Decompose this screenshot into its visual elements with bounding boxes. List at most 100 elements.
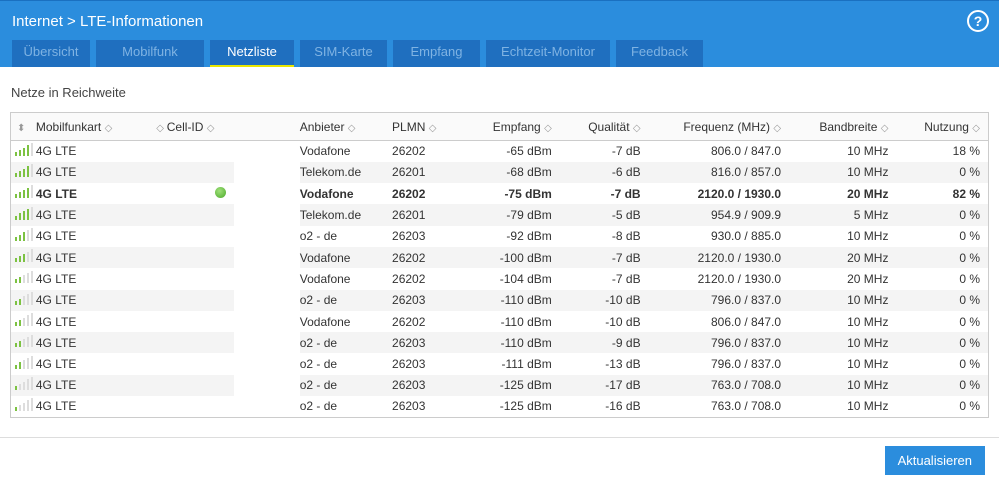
plmn-cell: 26203 (392, 289, 473, 311)
frequency-cell: 2120.0 / 1930.0 (648, 246, 790, 269)
usage-cell: 0 % (896, 204, 989, 226)
column-header-plmn[interactable]: PLMN ◇ (392, 112, 473, 141)
bandwidth-cell: 10 MHz (789, 332, 897, 354)
signal-cell (10, 353, 36, 375)
column-label: Nutzung (924, 119, 969, 134)
signal-cell (10, 204, 36, 226)
table-row[interactable]: 4G LTE Vodafone 26202 -100 dBm -7 dB 2120.0 /… (10, 246, 989, 269)
table-row[interactable]: 4G LTE Vodafone 26202 -110 dBm -10 dB 806.0 /… (10, 310, 989, 333)
sort-icon[interactable]: ⬍ (17, 122, 26, 134)
bandwidth-cell: 20 MHz (789, 246, 897, 269)
column-label: Frequenz (MHz) (683, 119, 770, 134)
cell-id-cell (233, 225, 300, 247)
signal-cell (10, 289, 36, 311)
active-cell (156, 332, 234, 354)
provider-cell: Vodafone (299, 140, 393, 162)
column-label: Anbieter (299, 119, 345, 134)
provider-cell: Telekom.de (299, 161, 393, 184)
provider-cell: o2 - de (299, 353, 393, 375)
signal-strength-icon (15, 164, 33, 177)
table-row[interactable]: 4G LTE Vodafone 26202 -75 dBm -7 dB 2120.0 / … (10, 183, 989, 205)
column-header-bandbreite[interactable]: Bandbreite ◇ (789, 112, 897, 141)
plmn-cell: 26202 (392, 246, 473, 269)
column-header-qualit-t[interactable]: Qualität ◇ (559, 112, 649, 141)
table-row[interactable]: 4G LTE Vodafone 26202 -104 dBm -7 dB 2120.0 /… (10, 268, 989, 290)
frequency-cell: 796.0 / 837.0 (648, 332, 790, 354)
bandwidth-cell: 10 MHz (789, 353, 897, 375)
bandwidth-cell: 20 MHz (789, 183, 897, 205)
tab-mobilfunk[interactable]: Mobilfunk (96, 40, 204, 67)
sort-icon[interactable]: ◇ (347, 122, 356, 134)
type-cell: 4G LTE (35, 246, 157, 269)
frequency-cell: 763.0 / 708.0 (648, 396, 790, 418)
column-header-anbieter[interactable]: Anbieter ◇ (299, 112, 393, 141)
usage-cell: 82 % (896, 183, 989, 205)
column-label: Mobilfunkart (35, 119, 102, 134)
provider-cell: Vodafone (299, 310, 393, 333)
signal-cell (10, 396, 36, 418)
bandwidth-cell: 10 MHz (789, 225, 897, 247)
rx-cell: -75 dBm (472, 183, 560, 205)
quality-cell: -13 dB (559, 353, 649, 375)
active-cell (156, 289, 234, 311)
tab-netzliste[interactable]: Netzliste (210, 40, 294, 67)
tab-echtzeit-monitor[interactable]: Echtzeit-Monitor (486, 40, 610, 67)
column-header-frequenz-mhz-[interactable]: Frequenz (MHz) ◇ (648, 112, 790, 141)
sort-icon[interactable]: ◇ (428, 122, 437, 134)
tab-sim-karte[interactable]: SIM-Karte (300, 40, 387, 67)
column-header-cell-id[interactable]: ◇ Cell-ID ◇ (156, 112, 300, 141)
tab-empfang[interactable]: Empfang (393, 40, 480, 67)
table-row[interactable]: 4G LTE o2 - de 26203 -125 dBm -16 dB 763.0 / … (10, 396, 989, 418)
quality-cell: -10 dB (559, 289, 649, 311)
sort-icon[interactable]: ◇ (544, 122, 552, 134)
plmn-cell: 26203 (392, 374, 473, 397)
tab--bersicht[interactable]: Übersicht (12, 40, 90, 67)
sort-icon[interactable]: ◇ (632, 122, 641, 134)
column-header-nutzung[interactable]: Nutzung ◇ (896, 112, 989, 141)
column-header-empfang[interactable]: Empfang ◇ (472, 112, 560, 141)
sort-icon[interactable]: ◇ (156, 122, 167, 134)
table-row[interactable]: 4G LTE Vodafone 26202 -65 dBm -7 dB 806.0 / 8… (10, 140, 989, 162)
breadcrumb-internet[interactable]: Internet (12, 13, 63, 30)
sort-icon[interactable]: ◇ (104, 122, 113, 134)
sort-icon[interactable]: ◇ (206, 122, 215, 134)
cell-id-cell (233, 396, 300, 418)
help-icon[interactable]: ? (967, 10, 989, 32)
column-header-mobilfunkart[interactable]: Mobilfunkart ◇ (35, 112, 157, 141)
table-header: ⬍ Mobilfunkart ◇ ◇ Cell-ID ◇ Anbieter ◇ PLMN… (10, 112, 989, 141)
table-row[interactable]: 4G LTE Telekom.de 26201 -68 dBm -6 dB 816.0 /… (10, 161, 989, 184)
sort-icon[interactable]: ◇ (972, 122, 980, 134)
table-row[interactable]: 4G LTE Telekom.de 26201 -79 dBm -5 dB 954.9 /… (10, 204, 989, 226)
sort-icon[interactable]: ◇ (880, 122, 889, 134)
breadcrumb: Internet > LTE-Informationen (12, 13, 203, 30)
provider-cell: Vodafone (299, 183, 393, 205)
signal-strength-icon (15, 249, 33, 263)
page-title: LTE-Informationen (79, 13, 204, 30)
usage-cell: 0 % (896, 396, 989, 418)
table-row[interactable]: 4G LTE o2 - de 26203 -110 dBm -9 dB 796.0 / 8… (10, 332, 989, 354)
cell-id-cell (233, 183, 300, 205)
plmn-cell: 26201 (392, 204, 473, 226)
table-row[interactable]: 4G LTE o2 - de 26203 -92 dBm -8 dB 930.0 / 88… (10, 225, 989, 247)
active-cell (156, 353, 234, 375)
active-connection-icon (214, 186, 226, 198)
bandwidth-cell: 10 MHz (789, 310, 897, 333)
table-row[interactable]: 4G LTE o2 - de 26203 -110 dBm -10 dB 796.0 / … (10, 289, 989, 311)
signal-strength-icon (15, 355, 33, 369)
active-cell (156, 310, 234, 333)
refresh-button[interactable]: Aktualisieren (884, 446, 985, 475)
frequency-cell: 2120.0 / 1930.0 (648, 183, 790, 205)
rx-cell: -68 dBm (472, 161, 560, 184)
signal-cell (10, 374, 36, 397)
cell-id-cell (233, 353, 300, 375)
table-row[interactable]: 4G LTE o2 - de 26203 -111 dBm -13 dB 796.0 / … (10, 353, 989, 375)
sort-icon[interactable]: ◇ (773, 122, 782, 134)
usage-cell: 0 % (896, 268, 989, 290)
header-sort-all[interactable]: ⬍ (10, 112, 36, 141)
bandwidth-cell: 5 MHz (789, 204, 897, 226)
table-row[interactable]: 4G LTE o2 - de 26203 -125 dBm -17 dB 763.0 / … (10, 374, 989, 397)
tab-feedback[interactable]: Feedback (616, 40, 703, 67)
frequency-cell: 954.9 / 909.9 (648, 204, 790, 226)
usage-cell: 0 % (896, 332, 989, 354)
usage-cell: 0 % (896, 246, 989, 269)
